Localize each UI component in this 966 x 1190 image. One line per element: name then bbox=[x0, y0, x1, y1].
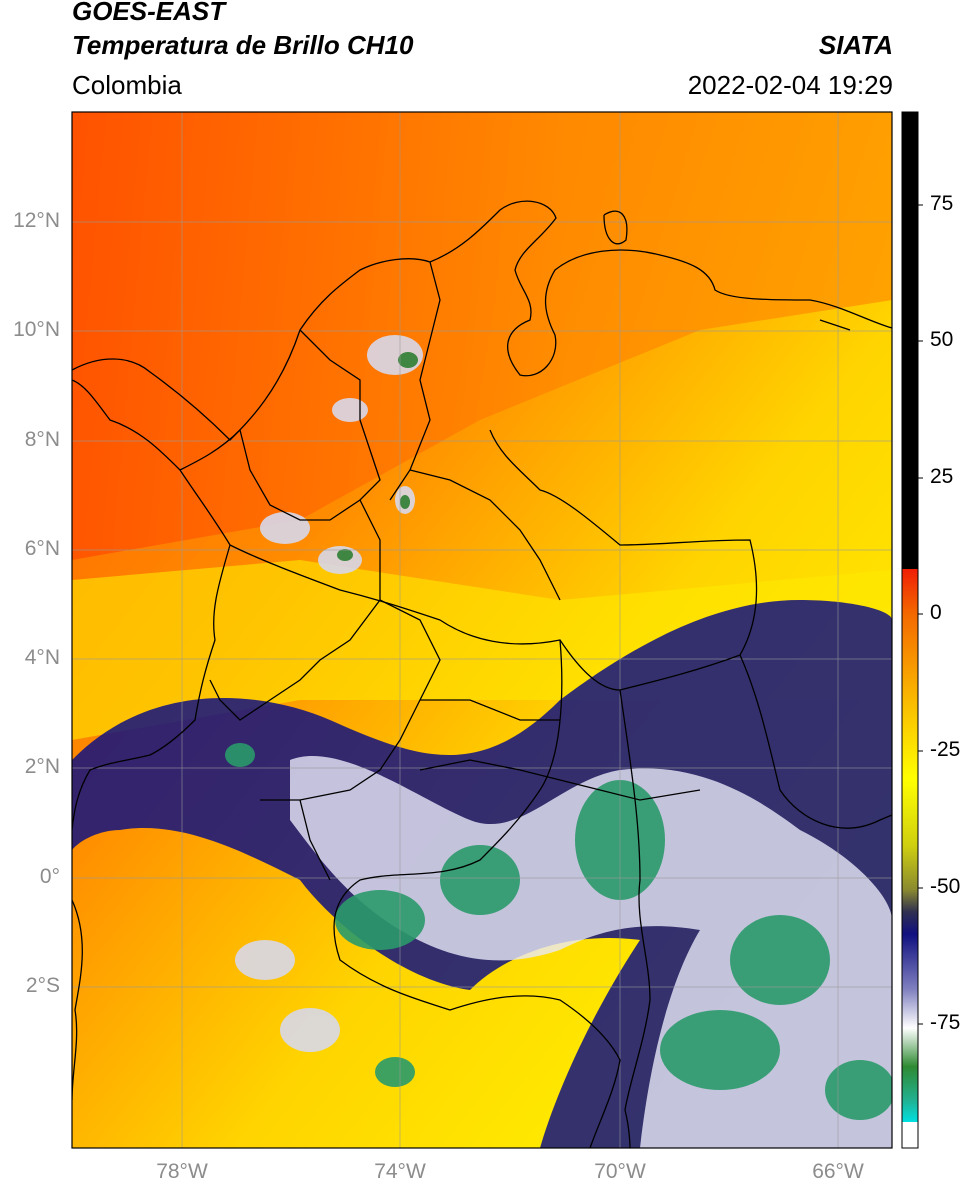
lon-tick-label: 66°W bbox=[812, 1160, 864, 1183]
colorbar-tick-label: -25 bbox=[930, 738, 961, 761]
satellite-title: GOES-EAST bbox=[72, 0, 226, 26]
lat-tick-label: 2°N bbox=[24, 755, 60, 778]
timestamp-label: 2022-02-04 19:29 bbox=[687, 70, 893, 100]
lon-tick-label: 78°W bbox=[156, 1160, 208, 1183]
colorbar-black-segment bbox=[902, 112, 918, 569]
colorbar-tick-label: 75 bbox=[930, 192, 954, 215]
product-title: Temperatura de Brillo CH10 bbox=[72, 30, 414, 60]
lat-tick-label: 8°N bbox=[24, 428, 60, 451]
warm-sea-region bbox=[72, 112, 892, 560]
colorbar-white-segment bbox=[902, 1122, 918, 1148]
coastlines-and-borders bbox=[72, 200, 892, 1148]
colorbar-ticks bbox=[918, 204, 923, 1025]
cell-cores bbox=[337, 352, 418, 561]
colorbar bbox=[901, 111, 923, 1149]
isolated-convective-cells bbox=[235, 335, 423, 1052]
colorbar-tick-label: -75 bbox=[930, 1011, 961, 1034]
lat-tick-label: 0° bbox=[39, 865, 60, 888]
region-label: Colombia bbox=[72, 70, 182, 100]
colorbar-frame bbox=[901, 111, 919, 1149]
colorbar-gradient bbox=[902, 569, 918, 1122]
coldest-cloud-cores bbox=[225, 743, 892, 1120]
lon-tick-label: 70°W bbox=[594, 1160, 646, 1183]
colorbar-tick-label: -50 bbox=[930, 875, 961, 898]
map-frame bbox=[71, 111, 893, 1149]
graticule bbox=[72, 112, 892, 1148]
lat-tick-label: 2°S bbox=[25, 974, 60, 997]
organization-label: SIATA bbox=[818, 30, 893, 60]
map-image-layer bbox=[72, 112, 892, 1148]
lat-tick-label: 12°N bbox=[13, 209, 60, 232]
lat-tick-label: 10°N bbox=[13, 318, 60, 341]
colorbar-tick-label: 25 bbox=[930, 465, 954, 488]
lon-tick-label: 74°W bbox=[374, 1160, 426, 1183]
lat-tick-label: 4°N bbox=[24, 646, 60, 669]
colorbar-tick-label: 50 bbox=[930, 328, 954, 351]
colorbar-tick-label: 0 bbox=[930, 601, 942, 624]
lat-tick-label: 6°N bbox=[24, 537, 60, 560]
